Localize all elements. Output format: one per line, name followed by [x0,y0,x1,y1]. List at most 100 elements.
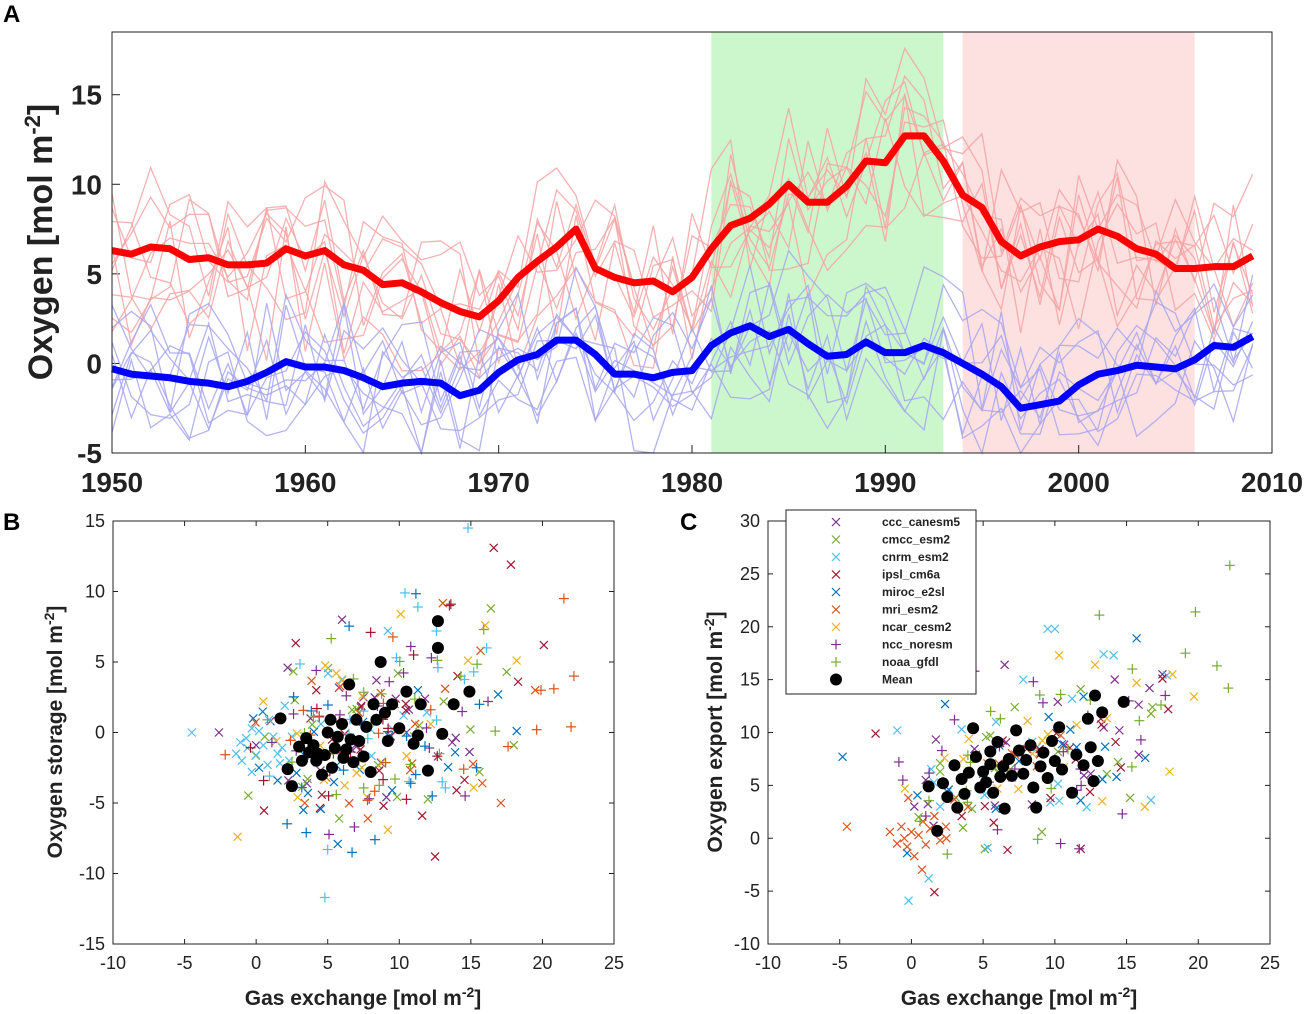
b-point-ncar_cesm2-stroke [426,719,436,729]
c-point-noaa_gfdl [1180,648,1191,659]
b-point-cnrm_esm2 [241,733,251,743]
a-y-tick-label: 5 [86,259,102,290]
c-point-mri_esm2 [896,822,906,832]
b-point-blue_plus [282,818,293,829]
c-point-ccc_canesm5-stroke [970,744,979,754]
b-mean-point [370,713,383,726]
c-point-cmcc_esm2-stroke [1010,702,1020,712]
c-mean-point-dot [1002,752,1015,765]
c-point-cmcc_esm2-stroke [981,732,991,742]
c-mean-point [1077,759,1090,772]
b-point-purple_plus_b [245,742,256,753]
c-point-ncar_cesm2-stroke [1189,692,1199,701]
b-point-mri_esm2 [307,676,316,686]
c-point-mri_esm2-stroke [907,827,916,837]
b-x-tick-label: 20 [532,953,552,973]
c-point-ipsl_cm6a-stroke [1003,845,1012,855]
b-point-cmcc_esm2-stroke [475,767,484,777]
legend-marker-Mean [830,673,842,686]
b-point-ipsl_cm6a [401,706,411,715]
b-mean-point-dot [370,713,383,726]
b-point-mri_esm2-stroke [530,685,540,695]
b-point-miroc_e2sl [450,747,460,757]
b-point-cyan_plus [358,706,369,717]
b-mean-point-dot [463,685,476,698]
c-point-cnrm_esm2 [1053,779,1063,789]
c-point-cnrm_esm2-stroke [1032,742,1042,752]
b-mean-point [381,734,394,747]
b-mean-point-dot [326,761,339,774]
b-point-cnrm_esm2 [280,701,290,711]
c-mean-point [1005,769,1018,782]
c-point-cnrm_esm2-stroke [1043,624,1053,634]
c-point-ccc_canesm5-stroke [1000,660,1010,670]
c-point-ipsl_cm6a [989,818,999,828]
c-point-ncar_cesm2-stroke [1037,736,1047,746]
b-point-ncar_cesm2-stroke [320,661,330,670]
b-point-cmcc_esm2 [303,774,313,784]
b-point-orange_plus [531,724,542,735]
b-point-miroc_e2sl [258,707,268,717]
c-point-ncar_cesm2-stroke [958,754,968,764]
b-mean-point-dot [328,742,341,755]
c-point-ipsl_cm6a [1163,704,1173,714]
c-mean-point [987,786,1000,799]
b-point-purple_plus_b [445,599,456,610]
b-point-ipsl_cm6a-stroke [506,560,516,570]
b-point-ncc_noresm [324,829,335,840]
b-point-orange_plus [369,786,380,797]
b-point-ncc_noresm [457,706,468,717]
c-mean-point-dot [1020,753,1033,766]
b-point-cmcc_esm2-stroke [423,794,433,804]
c-point-cmcc_esm2 [1113,757,1123,767]
b-point-ncar_cesm2-stroke [402,751,412,761]
b-point-orange_plus [548,683,559,694]
b-point-mri_esm2-stroke [344,798,354,808]
b-point-orange_plus [503,741,514,752]
c-point-ncar_cesm2-stroke [1097,796,1107,806]
c-point-cmcc_esm2-stroke [914,812,924,822]
b-point-noaa_gfdl [405,759,416,770]
c-mean-point-dot [1027,781,1040,794]
b-point-blue_plus [410,769,421,780]
c-point-mri_esm2 [917,865,927,875]
b-point-cnrm_esm2 [254,726,264,736]
c-point-miroc_e2sl-stroke [1057,739,1067,749]
c-point-cnrm_esm2-stroke [1162,670,1172,680]
b-x-tick-label: 0 [251,953,261,973]
b-mean-point [326,761,339,774]
b-point-ccc_canesm5-stroke [451,733,461,743]
c-point-ncar_cesm2 [1054,650,1064,660]
b-point-orange_plus [285,735,296,746]
b-mean-point-dot [281,763,294,776]
c-point-ipsl_cm6a-stroke [1163,704,1173,714]
c-point-ncar_cesm2 [1090,660,1100,670]
b-point-ncar_cesm2-stroke [233,832,242,842]
c-point-miroc_e2sl [1098,774,1107,784]
blue-mean-line [111,322,1255,412]
c-point-noaa_gfdl [1034,690,1045,701]
c-point-ncar_cesm2 [1140,802,1150,812]
legend-marker-Mean-dot [830,673,842,686]
b-mean-point-dot [378,706,391,719]
c-point-ccc_canesm5-stroke [990,801,1000,810]
c-point-cmcc_esm2 [1125,793,1135,803]
c-point-ncar_cesm2 [1013,784,1023,794]
b-point-noaa_gfdl [490,726,501,737]
legend-marker-cnrm_esm2-stroke [831,552,841,562]
b-point-cmcc_esm2 [502,667,512,677]
b-point-cyan_plus [431,625,442,636]
c-point-miroc_e2sl-stroke [1112,772,1121,782]
c-mean-point-dot [1117,695,1130,708]
legend-label-ipsl_cm6a: ipsl_cm6a [882,568,940,582]
b-point-ncar_cesm2 [512,656,522,666]
b-point-mri_esm2 [440,684,450,694]
b-point-ncar_cesm2 [402,751,412,761]
b-mean-point [364,765,377,778]
c-point-ncc_noresm [949,714,960,725]
c-point-ncar_cesm2 [1189,692,1199,701]
c-mean-point [977,765,990,778]
b-point-miroc_e2sl [329,777,339,787]
b-point-mri_esm2-stroke [307,676,316,686]
b-point-cnrm_esm2-stroke [287,732,297,742]
